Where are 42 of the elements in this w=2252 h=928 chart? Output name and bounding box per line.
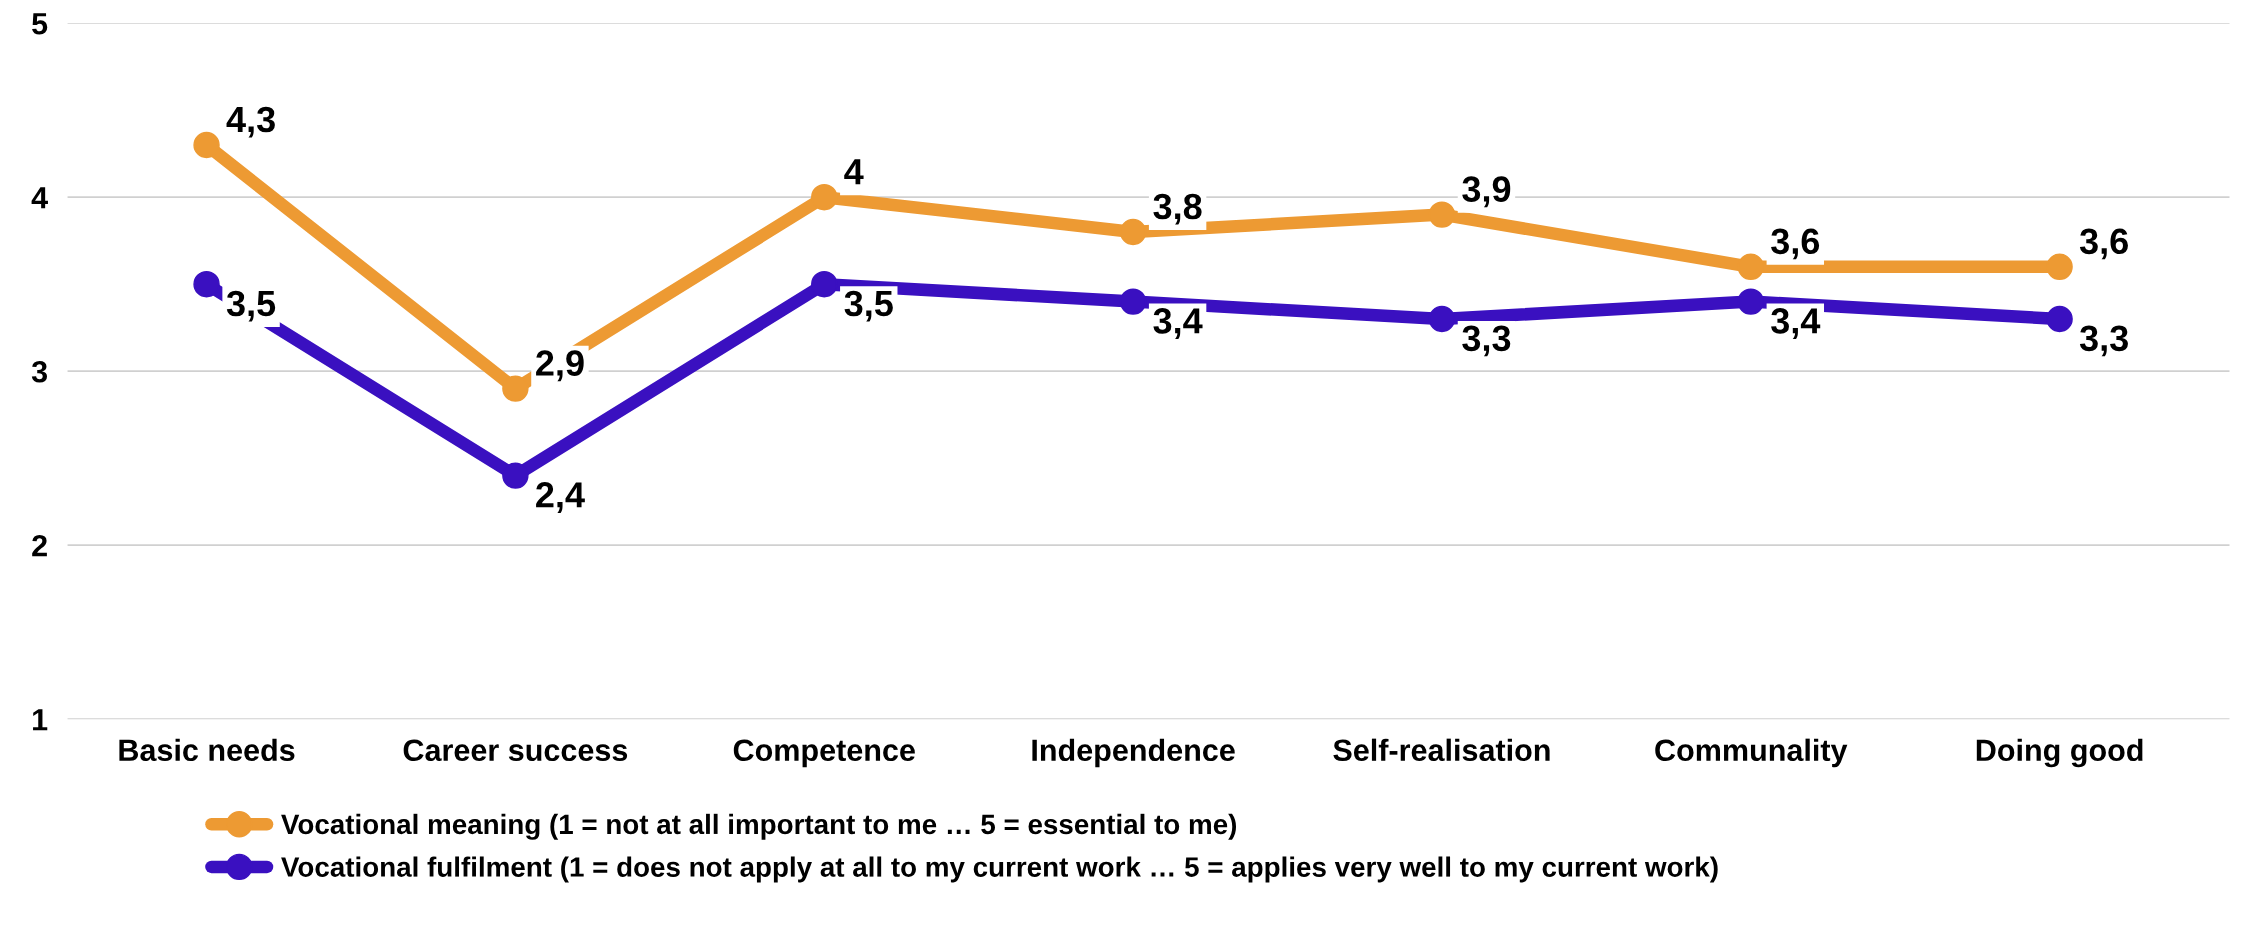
data-label: 3,6: [1771, 228, 1820, 260]
data-label: 3,3: [2079, 325, 2128, 357]
point: [502, 375, 529, 402]
point: [811, 271, 838, 298]
data-label: 2,9: [536, 350, 584, 382]
y-tick-label: 4: [31, 187, 48, 209]
point: [1737, 253, 1764, 280]
point: [193, 131, 220, 159]
data-label: 3,4: [1771, 308, 1821, 339]
point: [502, 462, 529, 489]
point: [1428, 305, 1456, 333]
point: [2046, 253, 2073, 280]
data-label: 2,4: [536, 482, 585, 513]
y-tick-label: 5: [32, 13, 48, 35]
y-tick-label: 3: [31, 360, 48, 383]
data-label: 3,4: [1153, 308, 1203, 339]
x-tick-label: Communality: [1655, 738, 1848, 768]
legend-label: Vocational fulfilment (1 = does not apply at all to my current work … 5 = applies very well to my current work): [281, 856, 1718, 883]
data-label: 4: [844, 159, 864, 185]
y-tick-label: 1: [33, 709, 48, 731]
data-label: 3,5: [844, 290, 893, 322]
x-tick-label: Career success: [403, 739, 628, 762]
x-tick-label: Competence: [733, 739, 915, 768]
data-label: 3,9: [1462, 176, 1511, 208]
x-tick-label: Doing good: [1976, 738, 2143, 768]
x-tick-label: Self-realisation: [1333, 738, 1550, 762]
point: [1119, 218, 1147, 246]
data-label: 3,3: [1462, 325, 1511, 357]
data-label: 3,8: [1153, 193, 1202, 225]
y-tick-label: 2: [32, 534, 47, 557]
data-label: 4,3: [226, 106, 275, 138]
point: [1119, 288, 1147, 315]
legend-label: Vocational meaning (1 = not at all important to me … 5 = essential to me): [281, 813, 1237, 840]
x-tick-label: Basic needs: [119, 738, 295, 762]
data-label: 3,5: [226, 290, 276, 322]
point: [811, 184, 838, 211]
point: [2046, 305, 2073, 333]
point: [193, 271, 220, 298]
point: [1737, 288, 1764, 315]
x-tick-label: Independence: [1032, 738, 1235, 768]
point: [1428, 201, 1456, 228]
data-label: 3,6: [2079, 228, 2128, 260]
